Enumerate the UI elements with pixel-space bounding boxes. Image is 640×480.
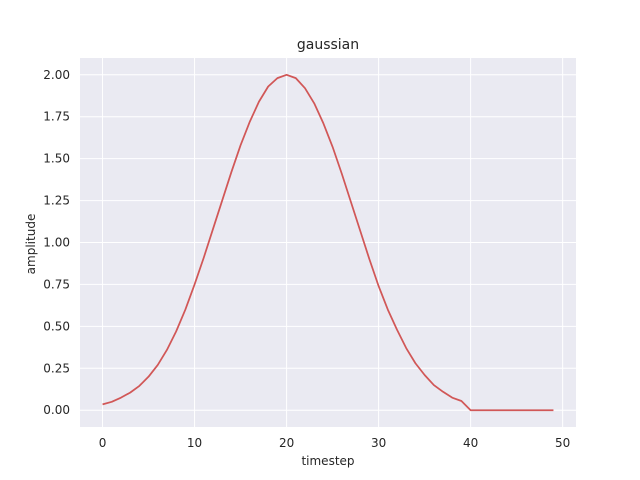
y-tick-label: 2.00 (43, 68, 70, 82)
chart-title: gaussian (297, 37, 359, 53)
x-tick-label: 0 (99, 436, 107, 450)
y-tick-label: 0.00 (43, 403, 70, 417)
x-tick-label: 10 (187, 436, 202, 450)
x-tick-label: 30 (371, 436, 386, 450)
grid (80, 58, 576, 427)
x-axis-label: timestep (301, 454, 354, 468)
series-line (102, 73, 554, 412)
y-tick-label: 1.25 (43, 194, 70, 208)
series-layer (102, 73, 554, 412)
y-tick-label: 0.25 (43, 361, 70, 375)
y-tick-label: 0.75 (43, 277, 70, 291)
y-axis-label: amplitude (24, 214, 38, 275)
x-tick-labels: 0 10 20 30 40 50 (99, 436, 571, 450)
y-tick-label: 1.75 (43, 110, 70, 124)
y-tick-labels: 0.00 0.25 0.50 0.75 1.00 1.25 1.50 1.75 2.00 (43, 68, 70, 417)
x-tick-label: 40 (463, 436, 478, 450)
x-tick-label: 20 (279, 436, 294, 450)
y-tick-label: 1.50 (43, 152, 70, 166)
y-tick-label: 0.50 (43, 319, 70, 333)
x-tick-label: 50 (555, 436, 570, 450)
y-tick-label: 1.00 (43, 236, 70, 250)
